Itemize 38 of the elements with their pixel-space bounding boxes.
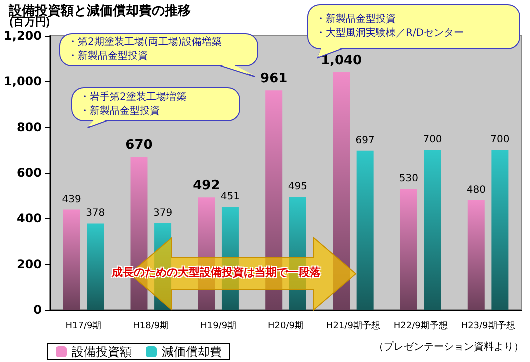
data-label: 480 — [466, 184, 486, 196]
data-label: 378 — [86, 208, 106, 220]
y-tick-label: 600 — [16, 166, 42, 180]
x-tick-label: H22/9期予想 — [394, 320, 448, 332]
y-tick-label: 400 — [16, 212, 42, 226]
data-label: 961 — [260, 72, 288, 87]
data-label: 379 — [153, 208, 173, 219]
y-axis-title: (百万円) — [10, 16, 50, 28]
text: （プレゼンテーション資料より） — [374, 341, 524, 355]
y-tick-label: 0 — [34, 303, 42, 317]
y-tick-label: 200 — [16, 257, 42, 272]
data-label: 700 — [490, 134, 510, 146]
data-label: 530 — [399, 173, 419, 184]
data-label: 495 — [288, 181, 308, 192]
data-label: 1,040 — [320, 54, 362, 69]
data-label: 697 — [356, 135, 375, 146]
x-tick-label: H23/9期予想 — [461, 320, 516, 332]
y-tick-label: 1,200 — [4, 29, 42, 43]
annotation: ・新製品金型投資 — [68, 50, 148, 64]
x-tick-label: H19/9期 — [200, 320, 237, 332]
annotation: ・新製品金型投資 — [80, 104, 160, 118]
text: ・新製品金型投資 — [316, 13, 396, 27]
data-label: 451 — [220, 192, 240, 203]
data-label: 670 — [126, 138, 153, 154]
legend-label: 設備投資額 — [72, 345, 132, 359]
data-label: 439 — [62, 194, 82, 206]
x-tick-label: H20/9期 — [268, 320, 304, 332]
annotation: ・第2期塗装工場(両工場)設備増築 — [68, 36, 222, 50]
data-label: 700 — [423, 134, 442, 146]
data-label: 492 — [193, 178, 220, 194]
legend-label: 減価償却費 — [162, 345, 222, 359]
annotation: ・岩手第2塗装工場増築 — [80, 90, 186, 104]
x-tick-label: H18/9期 — [133, 320, 170, 332]
x-tick-label: H21/9期予想 — [326, 320, 380, 332]
annotation: ・大型風洞実験棟／R/Dセンター — [316, 27, 464, 41]
x-tick-label: H17/9期 — [66, 320, 102, 332]
y-tick-label: 1,000 — [4, 74, 42, 89]
y-tick-label: 800 — [16, 120, 42, 134]
